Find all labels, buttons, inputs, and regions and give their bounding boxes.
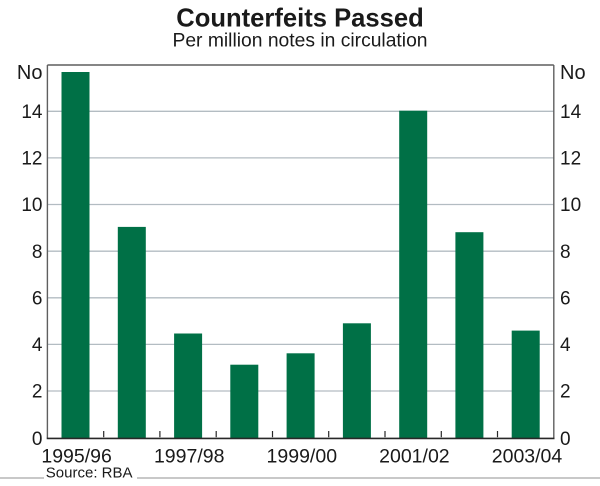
svg-text:8: 8 xyxy=(32,242,43,263)
svg-text:14: 14 xyxy=(21,102,43,123)
svg-text:1997/98: 1997/98 xyxy=(154,446,225,468)
svg-text:8: 8 xyxy=(560,242,571,263)
svg-text:1995/96: 1995/96 xyxy=(41,446,112,468)
svg-text:Counterfeits Passed: Counterfeits Passed xyxy=(176,5,423,33)
svg-text:No: No xyxy=(560,62,586,84)
svg-text:2003/04: 2003/04 xyxy=(492,446,563,468)
svg-text:No: No xyxy=(17,62,43,84)
svg-text:6: 6 xyxy=(32,289,43,310)
svg-text:2001/02: 2001/02 xyxy=(379,446,450,468)
svg-text:10: 10 xyxy=(21,195,42,216)
svg-text:2: 2 xyxy=(560,382,571,403)
svg-text:0: 0 xyxy=(32,429,43,450)
svg-text:Per million notes in circulati: Per million notes in circulation xyxy=(172,31,427,52)
svg-text:2: 2 xyxy=(32,382,43,403)
svg-text:1999/00: 1999/00 xyxy=(267,446,338,468)
svg-text:Source: RBA: Source: RBA xyxy=(46,465,133,482)
svg-text:12: 12 xyxy=(560,149,581,170)
svg-text:6: 6 xyxy=(560,289,571,310)
svg-text:0: 0 xyxy=(560,429,571,450)
svg-text:4: 4 xyxy=(560,335,571,356)
svg-text:14: 14 xyxy=(560,102,582,123)
svg-text:4: 4 xyxy=(32,335,43,356)
svg-text:12: 12 xyxy=(21,149,42,170)
svg-text:10: 10 xyxy=(560,195,581,216)
